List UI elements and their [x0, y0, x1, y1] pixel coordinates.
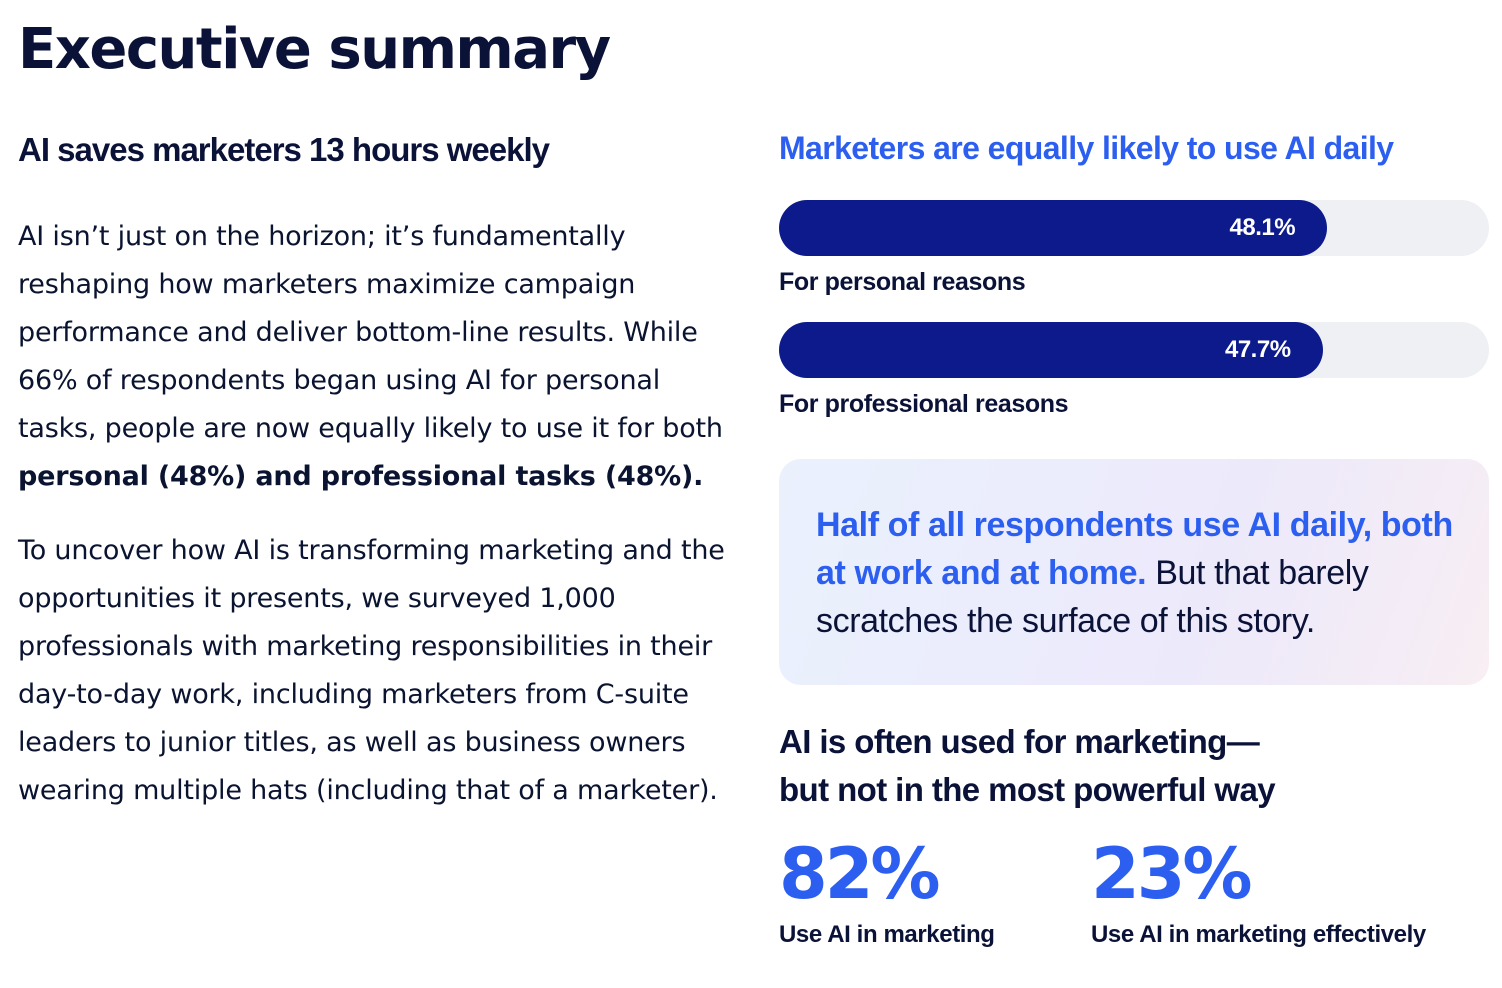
bar-professional: 47.7%	[779, 322, 1323, 378]
callout-text: Half of all respondents use AI daily, bo…	[816, 501, 1459, 645]
bar-category-label: For personal reasons	[779, 268, 1026, 296]
bar-track: 48.1%	[779, 200, 1489, 256]
bar-track: 47.7%	[779, 322, 1489, 378]
stat-label: Use AI in marketing effectively	[1091, 921, 1426, 948]
bar-category-label: For professional reasons	[779, 390, 1069, 418]
stats-heading-line1: AI is often used for marketing—	[779, 723, 1260, 760]
stat-value: 82%	[779, 833, 941, 915]
intro-paragraph-emphasis: personal (48%) and professional tasks (4…	[18, 461, 704, 492]
stat-label: Use AI in marketing	[779, 921, 995, 948]
callout-rest: But that barely scratches the surface of…	[816, 554, 1369, 640]
page-title: Executive summary	[18, 17, 611, 82]
daily-usage-chart: Marketers are equally likely to use AI d…	[779, 126, 1489, 422]
intro-paragraph-text: AI isn’t just on the horizon; it’s funda…	[18, 221, 723, 444]
bar-personal: 48.1%	[779, 200, 1328, 256]
stat-use-ai-effectively: 23% Use AI in marketing effectively	[1091, 832, 1426, 952]
bar-value-label: 48.1%	[1229, 214, 1296, 241]
survey-paragraph: To uncover how AI is transforming market…	[18, 535, 725, 806]
stats-heading: AI is often used for marketing— but not i…	[779, 718, 1479, 814]
stat-value: 23%	[1091, 833, 1253, 915]
section-subtitle: AI saves marketers 13 hours weekly	[18, 131, 550, 168]
intro-paragraph: AI isn’t just on the horizon; it’s funda…	[18, 213, 738, 501]
bar-group-professional: 47.7% For professional reasons	[779, 322, 1489, 422]
callout-highlight: Half of all respondents use AI daily, bo…	[816, 506, 1453, 592]
chart-title: Marketers are equally likely to use AI d…	[779, 130, 1394, 166]
bar-value-label: 47.7%	[1224, 336, 1291, 363]
bar-group-personal: 48.1% For personal reasons	[779, 200, 1489, 300]
summary-text-column: AI saves marketers 13 hours weekly AI is…	[18, 128, 738, 815]
highlight-callout: Half of all respondents use AI daily, bo…	[779, 459, 1489, 685]
stats-heading-line2: but not in the most powerful way	[779, 771, 1276, 808]
stat-use-ai-marketing: 82% Use AI in marketing	[779, 832, 995, 952]
